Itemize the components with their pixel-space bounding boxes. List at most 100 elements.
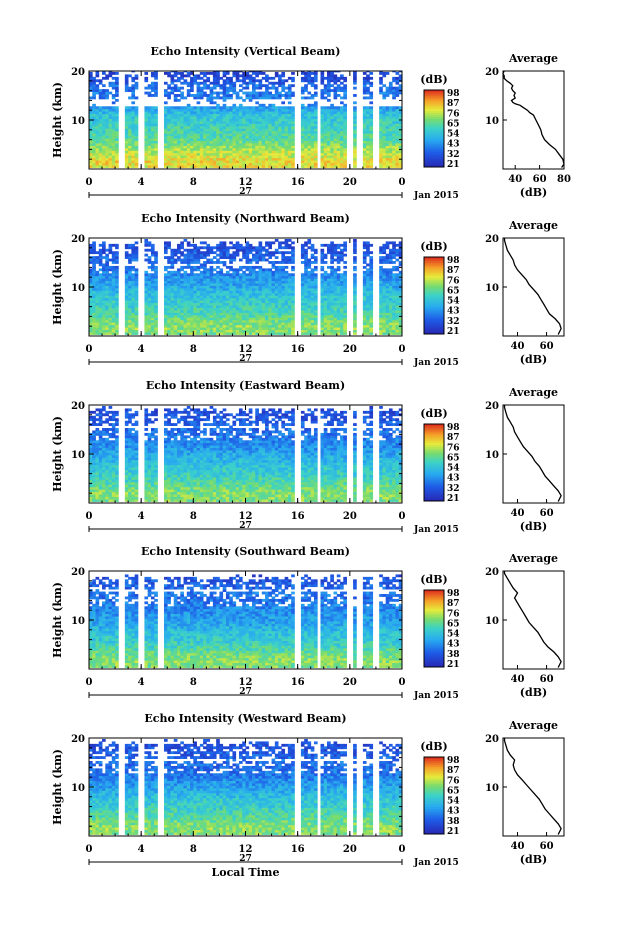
heatmap-cell [222,327,227,331]
heatmap-cell [105,290,109,294]
heatmap-cell [366,123,370,127]
heatmap-cell [212,246,217,250]
heatmap-cell [265,251,269,255]
heatmap-cell [287,307,292,311]
heatmap-cell [238,103,243,107]
heatmap-cell [225,108,230,112]
heatmap-cell [170,86,175,90]
heatmap-cell [105,329,109,333]
heatmap-cell [304,292,308,296]
heatmap-cell [385,145,390,149]
heatmap-cell [128,150,132,154]
heatmap-cell [307,302,312,306]
heatmap-cell [268,140,272,144]
heatmap-cell [124,147,129,151]
heatmap-cell [190,275,194,279]
heatmap-cell [150,243,155,247]
heatmap-cell [229,297,233,301]
heatmap-cell [115,89,119,92]
heatmap-cell [271,165,276,168]
heatmap-cell [248,135,253,139]
heatmap-cell [330,135,334,139]
heatmap-cell [219,280,224,284]
heatmap-cell [300,138,305,141]
heatmap-cell [144,241,149,245]
heatmap-cell [261,332,266,335]
heatmap-cell [327,278,331,282]
heatmap-cell [180,283,184,286]
heatmap-cell [291,292,295,296]
heatmap-cell [300,103,305,107]
heatmap-cell [98,297,103,301]
heatmap-cell [147,273,152,277]
heatmap-cell [173,278,178,282]
heatmap-cell [327,152,331,156]
heatmap-cell [271,324,276,328]
heatmap-cell [180,155,184,159]
heatmap-cell [313,147,318,151]
heatmap-cell [183,248,188,252]
heatmap-cell [102,243,106,247]
heatmap-cell [258,319,263,323]
heatmap-cell [310,324,315,328]
heatmap-cell [238,300,243,304]
heatmap-cell [128,157,132,161]
heatmap-cell [395,81,400,85]
heatmap-cell [287,89,292,92]
heatmap-cell [124,84,129,88]
heatmap-cell [327,162,331,166]
heatmap-cell [105,300,109,304]
heatmap-cell [310,133,315,137]
heatmap-cell [255,165,259,168]
heatmap-cell [102,327,106,331]
heatmap-cell [180,292,184,296]
heatmap-cell [199,270,204,274]
heatmap-cell [124,324,129,328]
heatmap-cell [323,273,328,277]
heatmap-cell [92,263,96,267]
heatmap-cell [382,135,387,139]
heatmap-cell [108,310,113,313]
heatmap-cell [232,292,237,296]
heatmap-cell [353,76,357,80]
heatmap-cell [128,113,132,117]
heatmap-cell [154,91,158,95]
heatmap-cell [242,307,246,311]
heatmap-cell [199,96,204,100]
heatmap-cell [353,71,357,73]
heatmap-cell [242,150,246,154]
heatmap-cell [300,160,305,164]
heatmap-cell [291,116,295,119]
heatmap-cell [170,285,175,289]
heatmap-cell [98,243,103,247]
heatmap-cell [343,91,347,95]
heatmap-cell [108,258,113,262]
heatmap-cell [287,133,292,137]
heatmap-cell [115,246,119,250]
heatmap-cell [291,79,295,83]
heatmap-cell [313,74,318,78]
heatmap-cell [281,147,286,151]
heatmap-cell [95,89,100,92]
heatmap-cell [248,165,253,168]
heatmap-cell [340,118,344,122]
heatmap-cell [177,89,181,92]
heatmap-cell [163,155,168,159]
heatmap-cell [281,101,286,105]
heatmap-cell [229,312,233,316]
heatmap-cell [248,128,253,132]
heatmap-cell [287,125,292,129]
heatmap-cell [154,305,158,308]
heatmap-cell [323,106,328,110]
heatmap-cell [261,280,266,284]
heatmap-cell [170,280,175,284]
heatmap-cell [134,143,139,146]
heatmap-cell [98,268,103,272]
heatmap-cell [261,138,266,141]
x-tick-label: 4 [138,177,145,188]
heatmap-cell [98,327,103,331]
heatmap-cell [271,133,276,137]
heatmap-cell [154,125,158,129]
heatmap-cell [327,74,331,78]
heatmap-cell [255,300,259,304]
